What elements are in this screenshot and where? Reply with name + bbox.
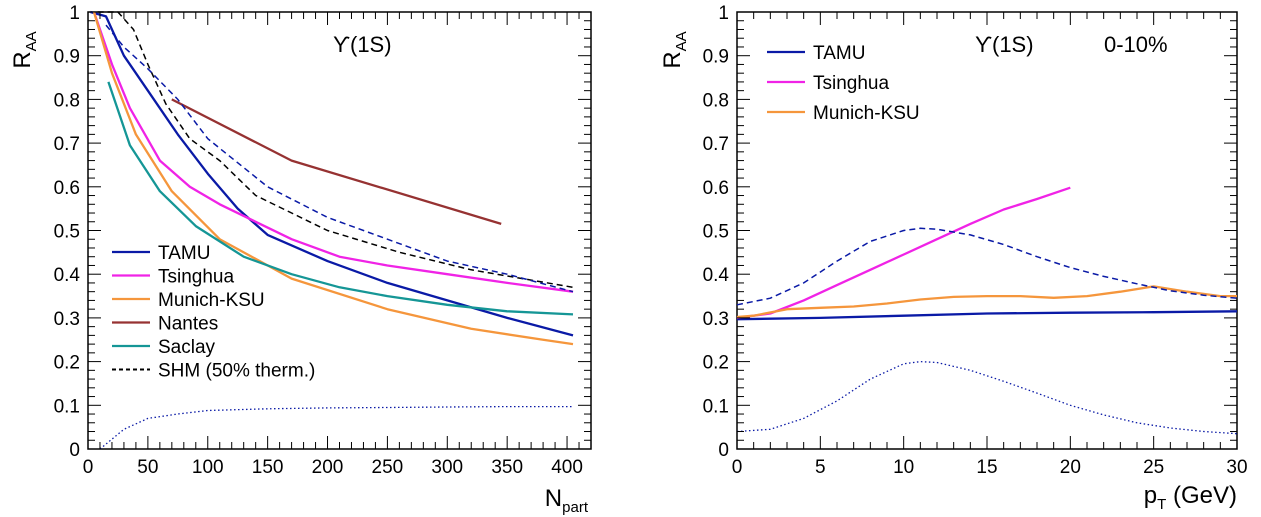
y-tick-label: 0.8 — [54, 90, 80, 111]
x-tick-label: 0 — [732, 457, 743, 478]
series-line-tamu — [736, 310, 1238, 321]
legend-label: Munich-KSU — [813, 103, 920, 124]
left-y-axis-title: RAA — [9, 31, 40, 68]
x-tick-label: 15 — [976, 457, 997, 478]
y-tick-label: 0.1 — [54, 396, 80, 417]
x-tick-label: 50 — [137, 457, 158, 478]
right-x-axis-title: pT (GeV) — [1144, 482, 1237, 513]
series-line-dotted-reference — [736, 360, 1238, 435]
series-line-shm-50-therm — [97, 11, 574, 289]
x-tick-label: 200 — [312, 457, 344, 478]
series-line-tamu — [90, 10, 574, 337]
series-line-dashed-reference — [736, 227, 1238, 306]
y-tick-label: 1 — [69, 3, 80, 24]
series-line-munich-ksu — [736, 285, 1237, 319]
legend-label: Tsinghua — [158, 267, 234, 288]
x-tick-label: 300 — [431, 457, 463, 478]
series-line-tsinghua — [92, 11, 574, 293]
y-tick-label: 0 — [69, 440, 80, 461]
y-tick-label: 0.2 — [703, 353, 729, 374]
y-tick-label: 0.7 — [703, 134, 729, 155]
y-tick-label: 1 — [718, 3, 729, 24]
legend-label: SHM (50% therm.) — [158, 361, 315, 382]
series-line-munich-ksu — [92, 11, 574, 346]
x-tick-label: 20 — [1060, 457, 1081, 478]
y-tick-label: 0.5 — [54, 222, 80, 243]
legend-label: Munich-KSU — [158, 290, 265, 311]
left-axis-ticks: 0 0.1 0.2 0.3 0.4 0.5 0.6 0.7 0.8 0.9 1 0 50 100 150 20… — [54, 3, 592, 478]
y-tick-label: 0.4 — [703, 265, 730, 286]
left-x-axis-title: Npart — [545, 485, 589, 516]
x-tick-label: 0 — [83, 457, 94, 478]
right-series-group — [736, 186, 1238, 435]
legend-label: TAMU — [158, 243, 210, 264]
left-chart-panel: 0 0.1 0.2 0.3 0.4 0.5 0.6 0.7 0.8 0.9 1 0 50 100 150 20… — [9, 3, 592, 516]
x-tick-label: 10 — [893, 457, 914, 478]
y-tick-label: 0.8 — [703, 90, 729, 111]
left-series-group — [90, 10, 574, 450]
left-plot-frame — [87, 11, 592, 450]
legend-label: TAMU — [813, 43, 865, 64]
right-y-axis-title: RAA — [659, 31, 690, 68]
y-tick-label: 0.2 — [54, 353, 80, 374]
x-tick-label: 5 — [815, 457, 826, 478]
x-tick-label: 250 — [372, 457, 404, 478]
y-tick-label: 0.4 — [54, 265, 81, 286]
legend-label: Tsinghua — [813, 73, 889, 94]
legend-label: Saclay — [158, 337, 216, 358]
series-line-tsinghua — [736, 186, 1071, 320]
right-centrality-annotation: 0-10% — [1104, 32, 1168, 57]
right-axis-ticks: 00.10.20.30.40.50.60.70.80.910 5 10 15 20 25 3… — [703, 3, 1248, 478]
y-tick-label: 0.1 — [703, 396, 729, 417]
right-plot-frame — [736, 11, 1238, 450]
y-tick-label: 0.6 — [703, 178, 729, 199]
series-line-dotted-reference — [99, 405, 573, 450]
y-tick-label: 0.7 — [54, 134, 80, 155]
left-upsilon-annotation: ϒ(1S) — [333, 32, 392, 57]
x-tick-label: 150 — [252, 457, 284, 478]
right-legend: TAMU Tsinghua Munich-KSU — [767, 43, 920, 124]
x-tick-label: 100 — [192, 457, 224, 478]
series-line-saclay — [107, 81, 574, 316]
legend-label: Nantes — [158, 314, 218, 335]
y-tick-label: 0.3 — [54, 309, 80, 330]
y-tick-label: 0.3 — [703, 309, 729, 330]
y-tick-label: 0.9 — [703, 47, 729, 68]
x-tick-label: 350 — [491, 457, 523, 478]
right-upsilon-annotation: ϒ(1S) — [975, 32, 1034, 57]
y-tick-label: 0.6 — [54, 178, 80, 199]
x-tick-label: 30 — [1226, 457, 1247, 478]
y-tick-label: 0 — [718, 440, 729, 461]
y-tick-label: 0.5 — [703, 222, 729, 243]
series-line-nantes — [171, 98, 502, 226]
series-line-dashed-reference — [105, 24, 574, 293]
right-chart-panel: 00.10.20.30.40.50.60.70.80.910 5 10 15 20 25 3… — [659, 3, 1248, 513]
y-tick-label: 0.9 — [54, 47, 80, 68]
x-tick-label: 25 — [1143, 457, 1164, 478]
x-tick-label: 400 — [551, 457, 583, 478]
